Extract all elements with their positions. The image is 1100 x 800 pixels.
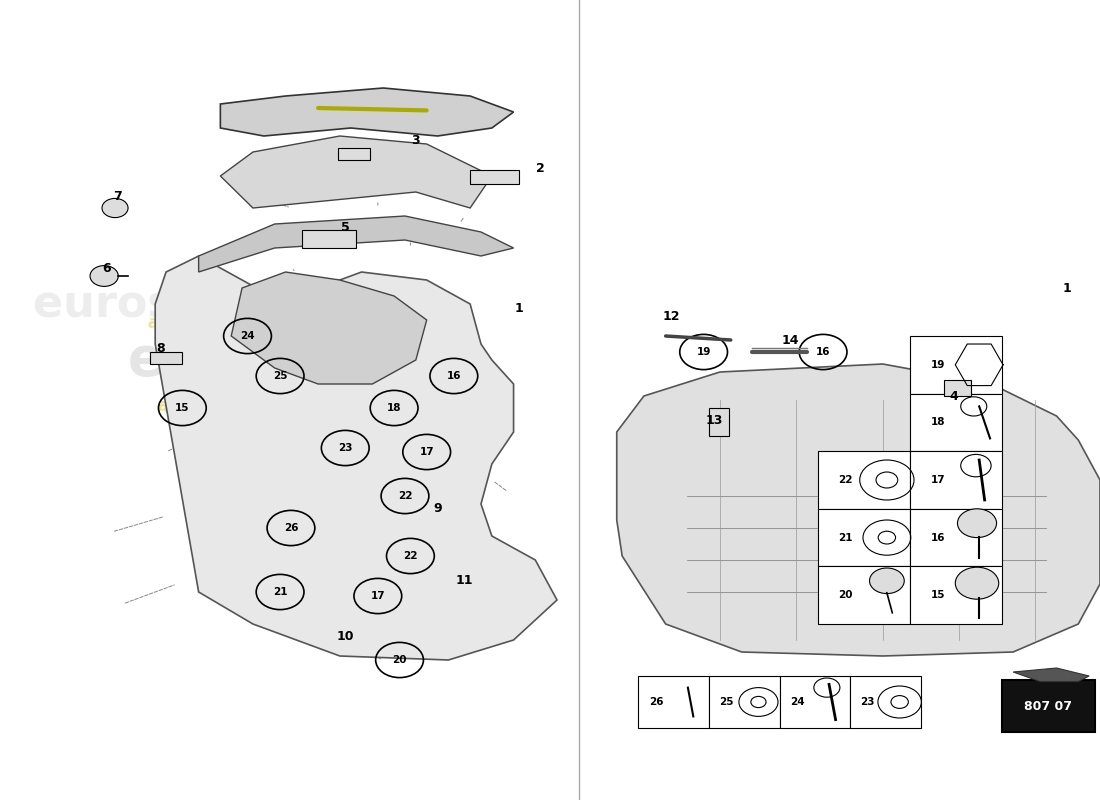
- Text: 21: 21: [838, 533, 853, 542]
- Text: 25: 25: [273, 371, 287, 381]
- Text: 24: 24: [240, 331, 255, 341]
- Text: 6: 6: [102, 262, 111, 274]
- PathPatch shape: [1013, 668, 1089, 682]
- FancyBboxPatch shape: [301, 230, 356, 248]
- Text: 1: 1: [1063, 282, 1071, 294]
- FancyBboxPatch shape: [910, 451, 1002, 509]
- Text: 3: 3: [411, 134, 420, 146]
- FancyBboxPatch shape: [338, 148, 371, 160]
- FancyBboxPatch shape: [910, 566, 1002, 624]
- Text: 12: 12: [662, 310, 680, 322]
- FancyBboxPatch shape: [910, 509, 1002, 566]
- FancyBboxPatch shape: [710, 676, 780, 728]
- Text: 26: 26: [649, 697, 663, 707]
- Text: 5: 5: [341, 222, 350, 234]
- Text: eurospar s: eurospar s: [33, 282, 299, 326]
- Text: 13: 13: [706, 414, 723, 426]
- Text: 17: 17: [419, 447, 435, 457]
- FancyBboxPatch shape: [1002, 680, 1094, 732]
- Text: 14: 14: [782, 334, 800, 346]
- FancyBboxPatch shape: [817, 509, 910, 566]
- Circle shape: [90, 266, 119, 286]
- Circle shape: [869, 568, 904, 594]
- FancyBboxPatch shape: [780, 676, 850, 728]
- FancyBboxPatch shape: [850, 676, 921, 728]
- Text: 19: 19: [696, 347, 711, 357]
- Text: 24: 24: [790, 697, 804, 707]
- Text: 17: 17: [931, 475, 945, 485]
- Text: a passion for parts since 1975: a passion for parts since 1975: [155, 397, 459, 467]
- FancyBboxPatch shape: [150, 352, 183, 364]
- Text: 18: 18: [931, 418, 945, 427]
- PathPatch shape: [155, 256, 557, 660]
- Text: 15: 15: [931, 590, 945, 600]
- FancyBboxPatch shape: [910, 336, 1002, 394]
- Text: 807 07: 807 07: [1024, 700, 1072, 713]
- PathPatch shape: [220, 88, 514, 136]
- Text: 8: 8: [156, 342, 165, 354]
- Text: 17: 17: [371, 591, 385, 601]
- Text: 21: 21: [273, 587, 287, 597]
- Circle shape: [102, 198, 128, 218]
- Text: 22: 22: [838, 475, 853, 485]
- PathPatch shape: [220, 136, 492, 208]
- Text: 11: 11: [456, 574, 473, 586]
- Text: 7: 7: [113, 190, 122, 202]
- Text: 20: 20: [393, 655, 407, 665]
- PathPatch shape: [199, 216, 514, 272]
- Text: 23: 23: [338, 443, 352, 453]
- Text: 19: 19: [931, 360, 945, 370]
- Text: 9: 9: [433, 502, 442, 514]
- FancyBboxPatch shape: [710, 408, 728, 436]
- PathPatch shape: [231, 272, 427, 384]
- Circle shape: [955, 567, 999, 599]
- FancyBboxPatch shape: [638, 676, 710, 728]
- Text: 2: 2: [537, 162, 546, 174]
- Text: 16: 16: [816, 347, 831, 357]
- PathPatch shape: [617, 364, 1100, 656]
- Circle shape: [957, 509, 997, 538]
- FancyBboxPatch shape: [817, 451, 910, 509]
- Text: 15: 15: [175, 403, 189, 413]
- Text: 16: 16: [931, 533, 945, 542]
- Text: 4: 4: [949, 390, 958, 402]
- Text: 22: 22: [404, 551, 418, 561]
- Text: 23: 23: [860, 697, 876, 707]
- Text: 22: 22: [398, 491, 412, 501]
- Text: 25: 25: [719, 697, 734, 707]
- Text: eurospar s: eurospar s: [128, 334, 443, 386]
- Text: 20: 20: [838, 590, 853, 600]
- Text: 1: 1: [515, 302, 524, 314]
- Text: a passion for parts since 1975: a passion for parts since 1975: [145, 314, 426, 390]
- Text: 10: 10: [337, 630, 354, 642]
- Text: 18: 18: [387, 403, 402, 413]
- Text: 16: 16: [447, 371, 461, 381]
- FancyBboxPatch shape: [910, 394, 1002, 451]
- Text: 26: 26: [284, 523, 298, 533]
- FancyBboxPatch shape: [817, 566, 910, 624]
- FancyBboxPatch shape: [470, 170, 519, 184]
- FancyBboxPatch shape: [944, 380, 971, 396]
